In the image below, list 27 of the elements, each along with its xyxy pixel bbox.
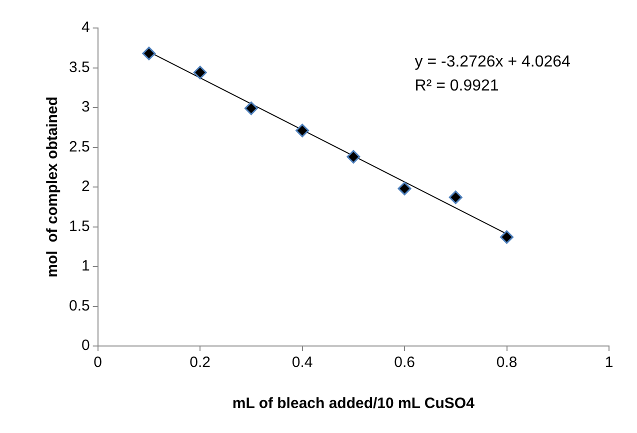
x-tick-label: 0 [94,354,102,372]
point [142,46,156,60]
y-tick-label: 3.5 [68,58,90,76]
point [296,124,310,138]
annotation: R² = 0.9921 [414,77,499,94]
y-tick-label: 4 [82,19,90,36]
y-axis-title: mol of complex obtained [44,96,62,278]
x-axis-title: mL of bleach added/10 mL CuSO4 [232,395,476,412]
y-tick-label: 1.5 [68,218,90,235]
y-tick-label: 0.5 [68,297,90,314]
x-tick-label: 0.4 [292,354,313,372]
point [398,182,412,196]
point [346,150,360,164]
x-tick-label: 1 [604,354,614,372]
y-tick-label: 2 [82,178,90,196]
x-tick-label: 0.2 [190,354,211,372]
x-tick-label: 0.6 [394,354,415,372]
point [244,102,258,116]
point [448,190,462,204]
y-tick-label: 1 [82,258,90,275]
y-tick-label: 0 [82,337,90,354]
point [500,230,514,244]
y-tick-label: 2.5 [68,138,90,156]
point [193,66,207,80]
annotation: y = -3.2726x + 4.0264 [414,53,571,70]
y-tick-label: 3 [82,98,90,116]
x-tick-label: 0.8 [496,354,518,372]
